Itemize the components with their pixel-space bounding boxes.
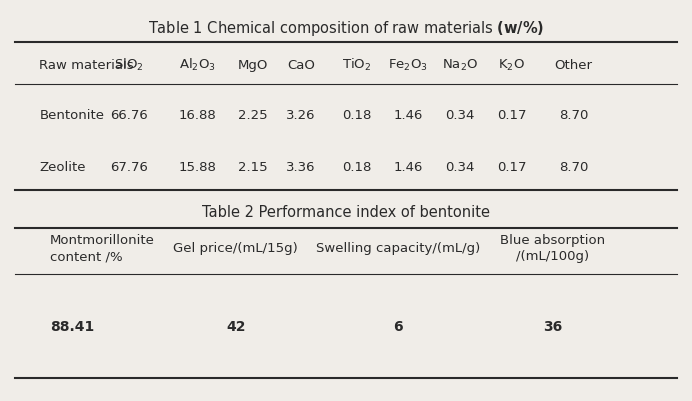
Text: 6: 6: [393, 319, 403, 333]
Text: 0.18: 0.18: [342, 108, 371, 122]
Text: Raw materials: Raw materials: [39, 59, 134, 72]
Text: 36: 36: [543, 319, 563, 333]
Text: Montmorillonite: Montmorillonite: [50, 234, 154, 247]
Text: 0.34: 0.34: [445, 160, 475, 173]
Text: K$_2$O: K$_2$O: [498, 58, 525, 73]
Text: 0.34: 0.34: [445, 108, 475, 122]
Text: 88.41: 88.41: [50, 319, 94, 333]
Text: 0.17: 0.17: [497, 108, 526, 122]
Text: Zeolite: Zeolite: [39, 160, 86, 173]
Text: Table 1 Chemical composition of raw materials $\mathbf{(w/\%)}$: Table 1 Chemical composition of raw mate…: [148, 19, 544, 38]
Text: 2.25: 2.25: [238, 108, 268, 122]
Text: CaO: CaO: [287, 59, 315, 72]
Text: Al$_2$O$_3$: Al$_2$O$_3$: [179, 57, 216, 73]
Text: 8.70: 8.70: [558, 108, 588, 122]
Text: Na$_2$O: Na$_2$O: [441, 58, 477, 73]
Text: Table 2 Performance index of bentonite: Table 2 Performance index of bentonite: [202, 205, 490, 219]
Text: 3.36: 3.36: [286, 160, 316, 173]
Text: Blue absorption: Blue absorption: [500, 234, 606, 247]
Text: MgO: MgO: [238, 59, 268, 72]
Text: 1.46: 1.46: [393, 160, 423, 173]
Text: Fe$_2$O$_3$: Fe$_2$O$_3$: [388, 58, 428, 73]
Text: 42: 42: [226, 319, 246, 333]
Text: 2.15: 2.15: [238, 160, 268, 173]
Text: 8.70: 8.70: [558, 160, 588, 173]
Text: 66.76: 66.76: [110, 108, 148, 122]
Text: Bentonite: Bentonite: [39, 108, 104, 122]
Text: 15.88: 15.88: [179, 160, 217, 173]
Text: /(mL/100g): /(mL/100g): [516, 250, 590, 263]
Text: content /%: content /%: [50, 250, 122, 263]
Text: 0.18: 0.18: [342, 160, 371, 173]
Text: 0.17: 0.17: [497, 160, 526, 173]
Text: 3.26: 3.26: [286, 108, 316, 122]
Text: 16.88: 16.88: [179, 108, 217, 122]
Text: Gel price/(mL/15g): Gel price/(mL/15g): [174, 242, 298, 255]
Text: SiO$_2$: SiO$_2$: [114, 57, 144, 73]
Text: Swelling capacity/(mL/g): Swelling capacity/(mL/g): [316, 242, 480, 255]
Text: TiO$_2$: TiO$_2$: [342, 57, 371, 73]
Text: 1.46: 1.46: [393, 108, 423, 122]
Text: Other: Other: [554, 59, 592, 72]
Text: 67.76: 67.76: [110, 160, 148, 173]
